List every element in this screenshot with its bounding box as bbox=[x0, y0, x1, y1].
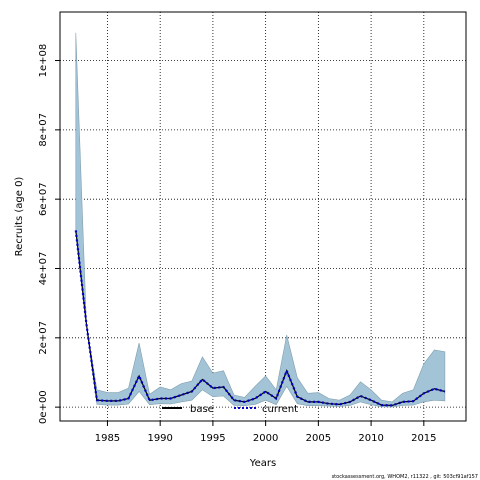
legend-label-current: current bbox=[262, 404, 298, 415]
y-axis-title: Recruits (age 0) bbox=[14, 177, 25, 257]
x-tick-label: 2015 bbox=[411, 433, 436, 444]
y-tick-label: 4e+07 bbox=[38, 252, 49, 286]
plot-frame bbox=[59, 11, 467, 422]
y-tick-label: 0e+00 bbox=[38, 390, 49, 424]
y-tick-label: 8e+07 bbox=[38, 113, 49, 147]
legend: base current bbox=[162, 404, 298, 415]
y-tick-label: 2e+07 bbox=[38, 321, 49, 355]
y-tick-label: 1e+08 bbox=[38, 44, 49, 78]
y-axis: 0e+00 2e+07 4e+07 6e+07 8e+07 1e+08 bbox=[38, 44, 60, 424]
series-line-current bbox=[74, 230, 446, 407]
x-tick-label: 1995 bbox=[200, 433, 225, 444]
x-tick-label: 1990 bbox=[147, 433, 172, 444]
x-tick-label: 2000 bbox=[253, 433, 278, 444]
x-axis-title: Years bbox=[249, 458, 276, 469]
x-tick-label: 1985 bbox=[95, 433, 120, 444]
confidence-band bbox=[75, 32, 446, 408]
credit-text: stockassessment.org, WHOM2, r11322 , git… bbox=[332, 474, 478, 480]
x-tick-label: 2005 bbox=[306, 433, 331, 444]
legend-label-base: base bbox=[190, 404, 214, 415]
x-axis: 1985 1990 1995 2000 2005 2010 2015 bbox=[95, 421, 437, 444]
x-tick-label: 2010 bbox=[358, 433, 383, 444]
grid bbox=[60, 12, 466, 421]
y-tick-label: 6e+07 bbox=[38, 182, 49, 216]
